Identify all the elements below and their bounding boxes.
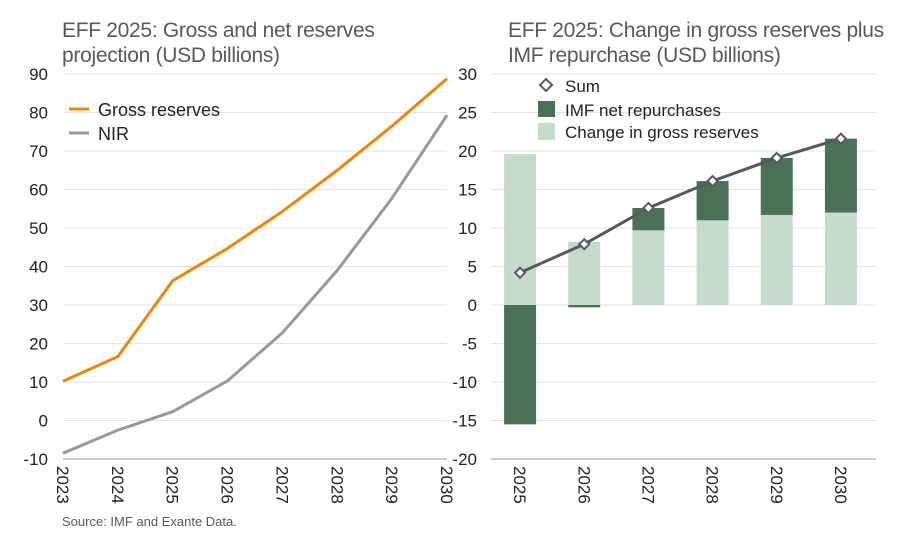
- y-tick-label: 20: [29, 335, 48, 354]
- y-tick-label: -20: [452, 450, 477, 469]
- bar-imf-net-repurchases: [568, 305, 601, 308]
- right-chart-title: EFF 2025: Change in gross reserves plus …: [508, 19, 884, 67]
- sum-line: [519, 137, 842, 275]
- x-tick-label: 2028: [703, 466, 722, 504]
- x-tick-label: 2024: [108, 466, 127, 504]
- y-tick-label: -10: [23, 450, 48, 469]
- y-tick-label: 25: [458, 104, 477, 123]
- bar-change-in-gross-reserves: [760, 214, 793, 305]
- bar-change-in-gross-reserves: [504, 154, 537, 305]
- bar-imf-net-repurchases: [760, 157, 793, 215]
- bar-imf-net-repurchases: [504, 305, 537, 425]
- y-tick-label: 20: [458, 142, 477, 161]
- x-tick-label: 2027: [272, 466, 291, 504]
- y-tick-label: 15: [458, 181, 477, 200]
- y-tick-label: 70: [29, 142, 48, 161]
- x-tick-label: 2030: [437, 466, 456, 504]
- x-tick-label: 2027: [638, 466, 657, 504]
- x-tick-label: 2025: [163, 466, 182, 504]
- legend-swatch: [538, 123, 555, 140]
- y-tick-label: 90: [29, 65, 48, 84]
- bar-imf-net-repurchases: [824, 138, 857, 213]
- y-tick-label: -10: [452, 373, 477, 392]
- bar-change-in-gross-reserves: [696, 220, 729, 305]
- bar-change-in-gross-reserves: [824, 212, 857, 305]
- y-tick-label: 0: [39, 412, 48, 431]
- x-tick-label: 2028: [327, 466, 346, 504]
- bar-change-in-gross-reserves: [632, 230, 665, 305]
- sum-marker: [706, 174, 719, 188]
- y-tick-label: 10: [29, 373, 48, 392]
- legend-label: IMF net repurchases: [565, 101, 721, 120]
- x-tick-label: 2026: [218, 466, 237, 504]
- y-tick-label: 30: [29, 296, 48, 315]
- y-tick-label: -15: [452, 412, 477, 431]
- x-tick-label: 2026: [574, 466, 593, 504]
- y-tick-label: 30: [458, 65, 477, 84]
- legend-sum-marker: [538, 77, 554, 93]
- series-line-gross-reserves: [62, 77, 448, 383]
- y-tick-label: -5: [462, 335, 477, 354]
- series-line-nir: [62, 114, 449, 455]
- y-tick-label: 50: [29, 219, 48, 238]
- y-tick-label: 0: [468, 296, 477, 315]
- bar-imf-net-repurchases: [696, 181, 729, 221]
- source-note: Source: IMF and Exante Data.: [62, 514, 237, 529]
- left-chart-title: EFF 2025: Gross and net reserves project…: [62, 19, 375, 67]
- legend-swatch: [538, 101, 555, 117]
- legend-label: Change in gross reserves: [565, 123, 759, 142]
- y-tick-label: 80: [29, 104, 48, 123]
- sum-marker: [770, 151, 784, 165]
- sum-marker: [513, 266, 527, 280]
- y-tick-label: 5: [468, 258, 477, 277]
- y-tick-label: 40: [29, 258, 48, 277]
- x-tick-label: 2029: [767, 466, 786, 504]
- legend-label: Sum: [565, 77, 600, 96]
- legend-label: Gross reserves: [98, 100, 220, 120]
- sum-marker: [834, 132, 848, 146]
- x-tick-label: 2025: [510, 466, 529, 504]
- x-tick-label: 2030: [831, 466, 850, 504]
- sum-marker: [577, 237, 591, 251]
- legend-label: NIR: [98, 124, 129, 144]
- x-tick-label: 2029: [382, 466, 401, 504]
- bar-change-in-gross-reserves: [568, 241, 601, 305]
- y-tick-label: 10: [458, 219, 477, 238]
- sum-marker: [642, 201, 655, 215]
- y-tick-label: 60: [29, 181, 48, 200]
- x-tick-label: 2023: [53, 466, 72, 504]
